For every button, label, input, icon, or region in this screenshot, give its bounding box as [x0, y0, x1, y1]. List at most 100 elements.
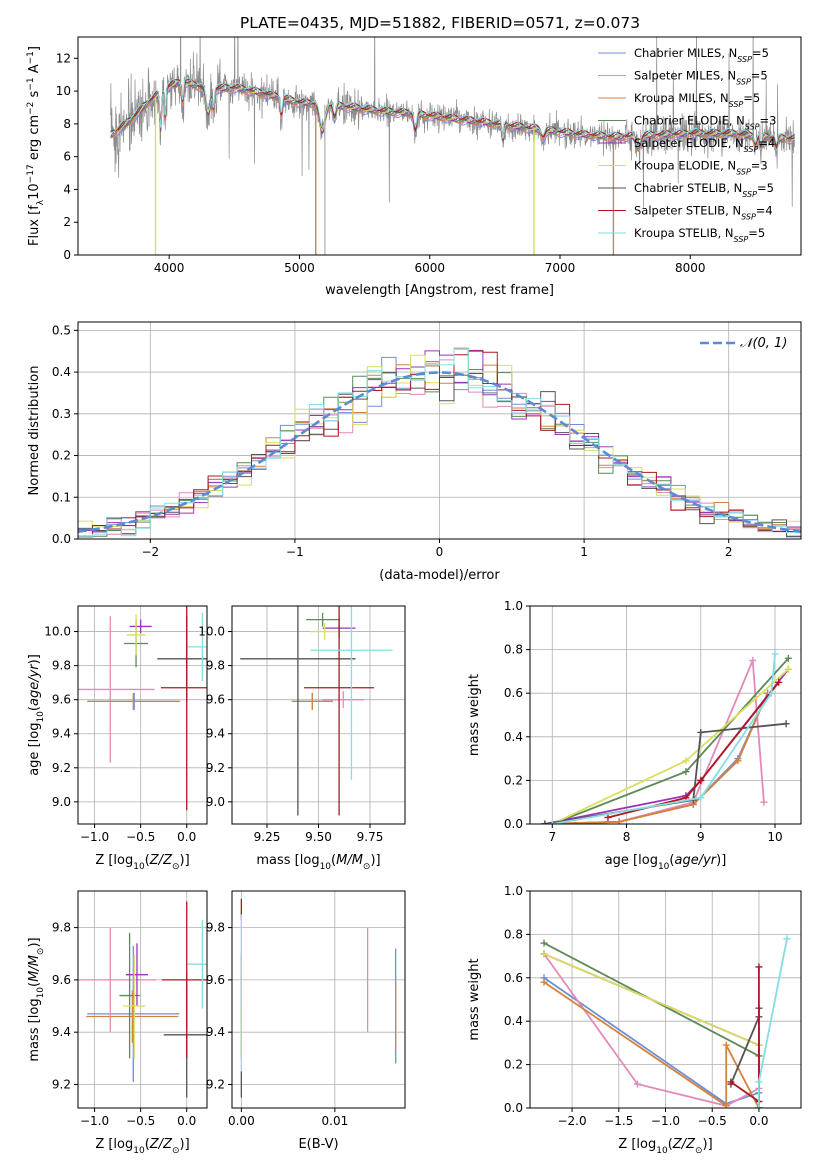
y-tick-label: 9.6 [206, 973, 225, 987]
legend-entry-chabrier-stelib: Chabrier STELIB, NSSP=5 [634, 181, 774, 199]
x-tick-label: 10 [767, 830, 782, 844]
panel-age_vs_mass: 9.25 9.50 9.75 9.0 9.2 9.4 9.6 9.8 10.0 mass [log… [198, 605, 406, 872]
y-tick-label: 12 [56, 51, 71, 65]
y-tick-label: 0.8 [504, 927, 523, 941]
x-axis-label-part: )] [180, 853, 190, 868]
legend-entry-chabrier-miles: Chabrier MILES, NSSP=5 [634, 46, 769, 64]
y-tick-label: 1.0 [504, 599, 523, 613]
errorbar-kroupa-miles [291, 692, 333, 710]
x-axis-label-part: 10 [656, 1146, 668, 1156]
series-marker [541, 820, 549, 824]
x-tick-label: 0 [436, 545, 444, 559]
x-tick-label: 0.0 [177, 1114, 196, 1128]
x-axis-label-part: ( [145, 853, 150, 868]
y-axis-label-part: −17 [26, 164, 36, 183]
series-marker [755, 1104, 763, 1108]
spectrum-model-salpeter-elodie [110, 81, 795, 152]
x-axis-label-part: ( [145, 1137, 150, 1152]
x-axis-label-part: ( [669, 853, 674, 868]
x-tick-label: 9.25 [254, 830, 281, 844]
y-axis-label-part: Flux [f [27, 205, 42, 246]
y-tick-label: 0.2 [504, 1058, 523, 1072]
series-marker [697, 776, 705, 784]
plot-area [540, 935, 791, 1108]
y-axis-label-part: age [log [27, 723, 42, 776]
series-line [551, 668, 789, 824]
y-axis-label-part: ] [27, 46, 42, 51]
x-tick-label: −2.0 [557, 1114, 586, 1128]
series-marker [682, 768, 690, 776]
x-axis-label-part: )] [703, 1137, 713, 1152]
x-axis-label-part: 10 [133, 862, 145, 872]
legend-n: =4 [758, 136, 775, 150]
plot-area [541, 650, 792, 824]
y-axis-label-part: λ [36, 199, 46, 205]
axes-frame: −1.0 −0.5 0.09.29.49.69.8Z [log10(Z/Z⊙)]ma… [27, 890, 208, 1156]
y-tick-label: 10.0 [44, 625, 71, 639]
series-marker [784, 654, 792, 662]
x-tick-label: 9 [697, 830, 705, 844]
series-line [543, 953, 760, 1046]
series-marker [755, 963, 763, 971]
panel-mass_vs_ebv: 0.00 0.01 9.2 9.4 9.6 9.8 [206, 890, 406, 1128]
legend-sub: SSP [742, 190, 757, 199]
axes-frame: 0.00 0.01 9.2 9.4 9.6 9.8 [206, 890, 406, 1128]
axes-frame: −2 −1 0 1 2 0.0 0.1 0.2 0.3 0.4 0.5 𝒩(0, 1) (data-mo… [27, 321, 802, 583]
panel-massweight_vs_z: −2.0 −1.5 −1.0 −0.5 0.0 0.0 0.2 0.4 0.6 0.8 1.0 Z [… [467, 884, 802, 1156]
x-tick-label: 7 [548, 830, 556, 844]
x-axis-label-part: ⊙ [172, 862, 180, 872]
y-tick-label: 0.1 [52, 490, 71, 504]
x-tick-label: 6000 [414, 261, 445, 275]
legend-entry-kroupa-miles: Kroupa MILES, NSSP=5 [634, 91, 760, 109]
x-axis-label: Z [log10(Z/Z⊙)] [95, 1137, 189, 1156]
x-tick-label: 5000 [284, 261, 315, 275]
x-tick-label: 2 [725, 545, 733, 559]
legend-entry-gaussian: 𝒩(0, 1) [740, 336, 787, 351]
series-marker [548, 820, 556, 824]
x-axis-label-part: Z [log [95, 1137, 133, 1152]
y-tick-label: 9.6 [52, 973, 71, 987]
y-axis-label: Normed distribution [27, 366, 42, 496]
errorbar-kroupa-elodie [123, 953, 146, 1059]
y-tick-label: 10.0 [198, 625, 225, 639]
axes-border [77, 890, 208, 1109]
legend-entry-kroupa-elodie: Kroupa ELODIE, NSSP=3 [634, 159, 768, 177]
legend-entry-kroupa-stelib: Kroupa STELIB, NSSP=5 [634, 226, 765, 244]
series-line [758, 938, 788, 1108]
errorbar-kroupa-stelib [187, 919, 207, 1009]
x-tick-label: 0.01 [322, 1114, 349, 1128]
series-marker [755, 1078, 763, 1086]
y-tick-label: 9.8 [52, 921, 71, 935]
legend-n: =5 [752, 46, 769, 60]
x-axis-label-part: ⊙ [172, 1146, 180, 1156]
x-axis-label-part: ⊙ [695, 1146, 703, 1156]
x-axis-label-part: ⊙ [363, 862, 371, 872]
y-tick-label: 0.0 [52, 532, 71, 546]
y-tick-label: 2 [63, 215, 71, 229]
y-axis-label-part: ( [27, 706, 42, 711]
y-tick-label: 0.4 [504, 1014, 523, 1028]
legend-name: Salpeter ELODIE, N [634, 136, 744, 150]
series-marker [749, 657, 757, 664]
errorbar-chabrier-stelib [240, 606, 356, 816]
y-axis-label-part: s [27, 90, 42, 101]
x-tick-label: 0.0 [177, 830, 196, 844]
y-axis-label: age [log10(age/yr)] [27, 654, 46, 776]
legend-n: =4 [756, 204, 773, 218]
x-tick-label: −0.5 [126, 1114, 155, 1128]
errorbar-salpeter-miles [78, 927, 157, 1033]
x-axis-label-part: 10 [658, 862, 670, 872]
axes-frame: 9.25 9.50 9.75 9.0 9.2 9.4 9.6 9.8 10.0 mass [log… [198, 605, 406, 872]
spectrum-model-kroupa-stelib [110, 77, 795, 148]
x-axis-label: Z [log10(Z/Z⊙)] [95, 853, 189, 872]
y-tick-label: 0.6 [504, 686, 523, 700]
y-axis-label-part: erg cm [27, 115, 42, 164]
y-axis-label-part: )] [27, 654, 42, 664]
legend-n: =5 [743, 91, 760, 105]
errorbar-salpeter-miles [78, 616, 155, 763]
gaussian-reference-line [78, 371, 801, 533]
panel-age_vs_z: −1.0 −0.5 0.09.09.29.49.69.810.0Z [log10(Z… [27, 605, 208, 872]
x-tick-label: 0.0 [749, 1114, 768, 1128]
